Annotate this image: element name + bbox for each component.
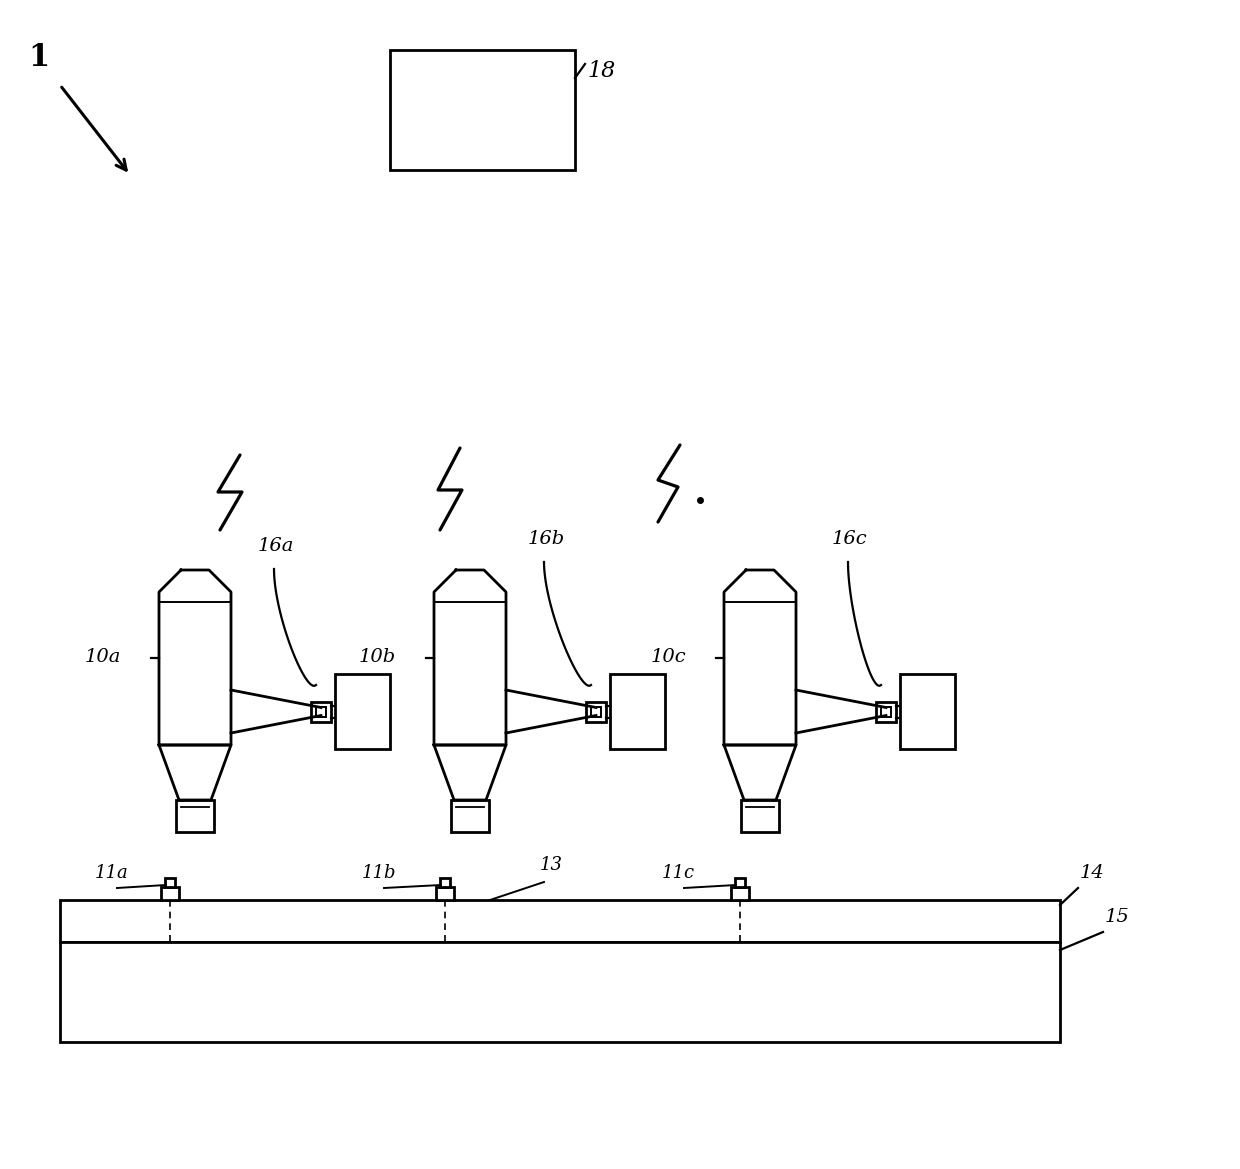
Bar [587, 701, 606, 721]
Text: 10b: 10b [358, 649, 396, 666]
Text: 10c: 10c [650, 649, 686, 666]
Text: 13: 13 [539, 856, 563, 874]
Bar [440, 878, 450, 887]
Text: 10a: 10a [84, 649, 122, 666]
Bar [176, 800, 215, 832]
Bar [900, 675, 955, 749]
Text: 11c: 11c [662, 864, 696, 881]
Text: 16c: 16c [832, 530, 868, 548]
Text: 11b: 11b [362, 864, 397, 881]
Text: 15: 15 [1105, 908, 1130, 926]
Text: 18: 18 [587, 60, 615, 82]
Bar [735, 878, 745, 887]
Bar [391, 50, 575, 170]
Bar [316, 706, 326, 717]
Bar [60, 900, 1060, 942]
Bar [610, 675, 665, 749]
Text: 16b: 16b [528, 530, 565, 548]
Bar [591, 706, 601, 717]
Bar [60, 942, 1060, 1042]
Bar [880, 706, 892, 717]
Text: 1: 1 [29, 42, 50, 72]
Bar [161, 887, 179, 900]
Bar [335, 675, 391, 749]
Bar [875, 701, 897, 721]
Text: 16a: 16a [258, 537, 294, 555]
Bar [742, 800, 779, 832]
Bar [436, 887, 454, 900]
Bar [732, 887, 749, 900]
Text: 14: 14 [1080, 864, 1105, 881]
Bar [451, 800, 489, 832]
Text: 11a: 11a [95, 864, 129, 881]
Bar [311, 701, 331, 721]
Bar [165, 878, 175, 887]
